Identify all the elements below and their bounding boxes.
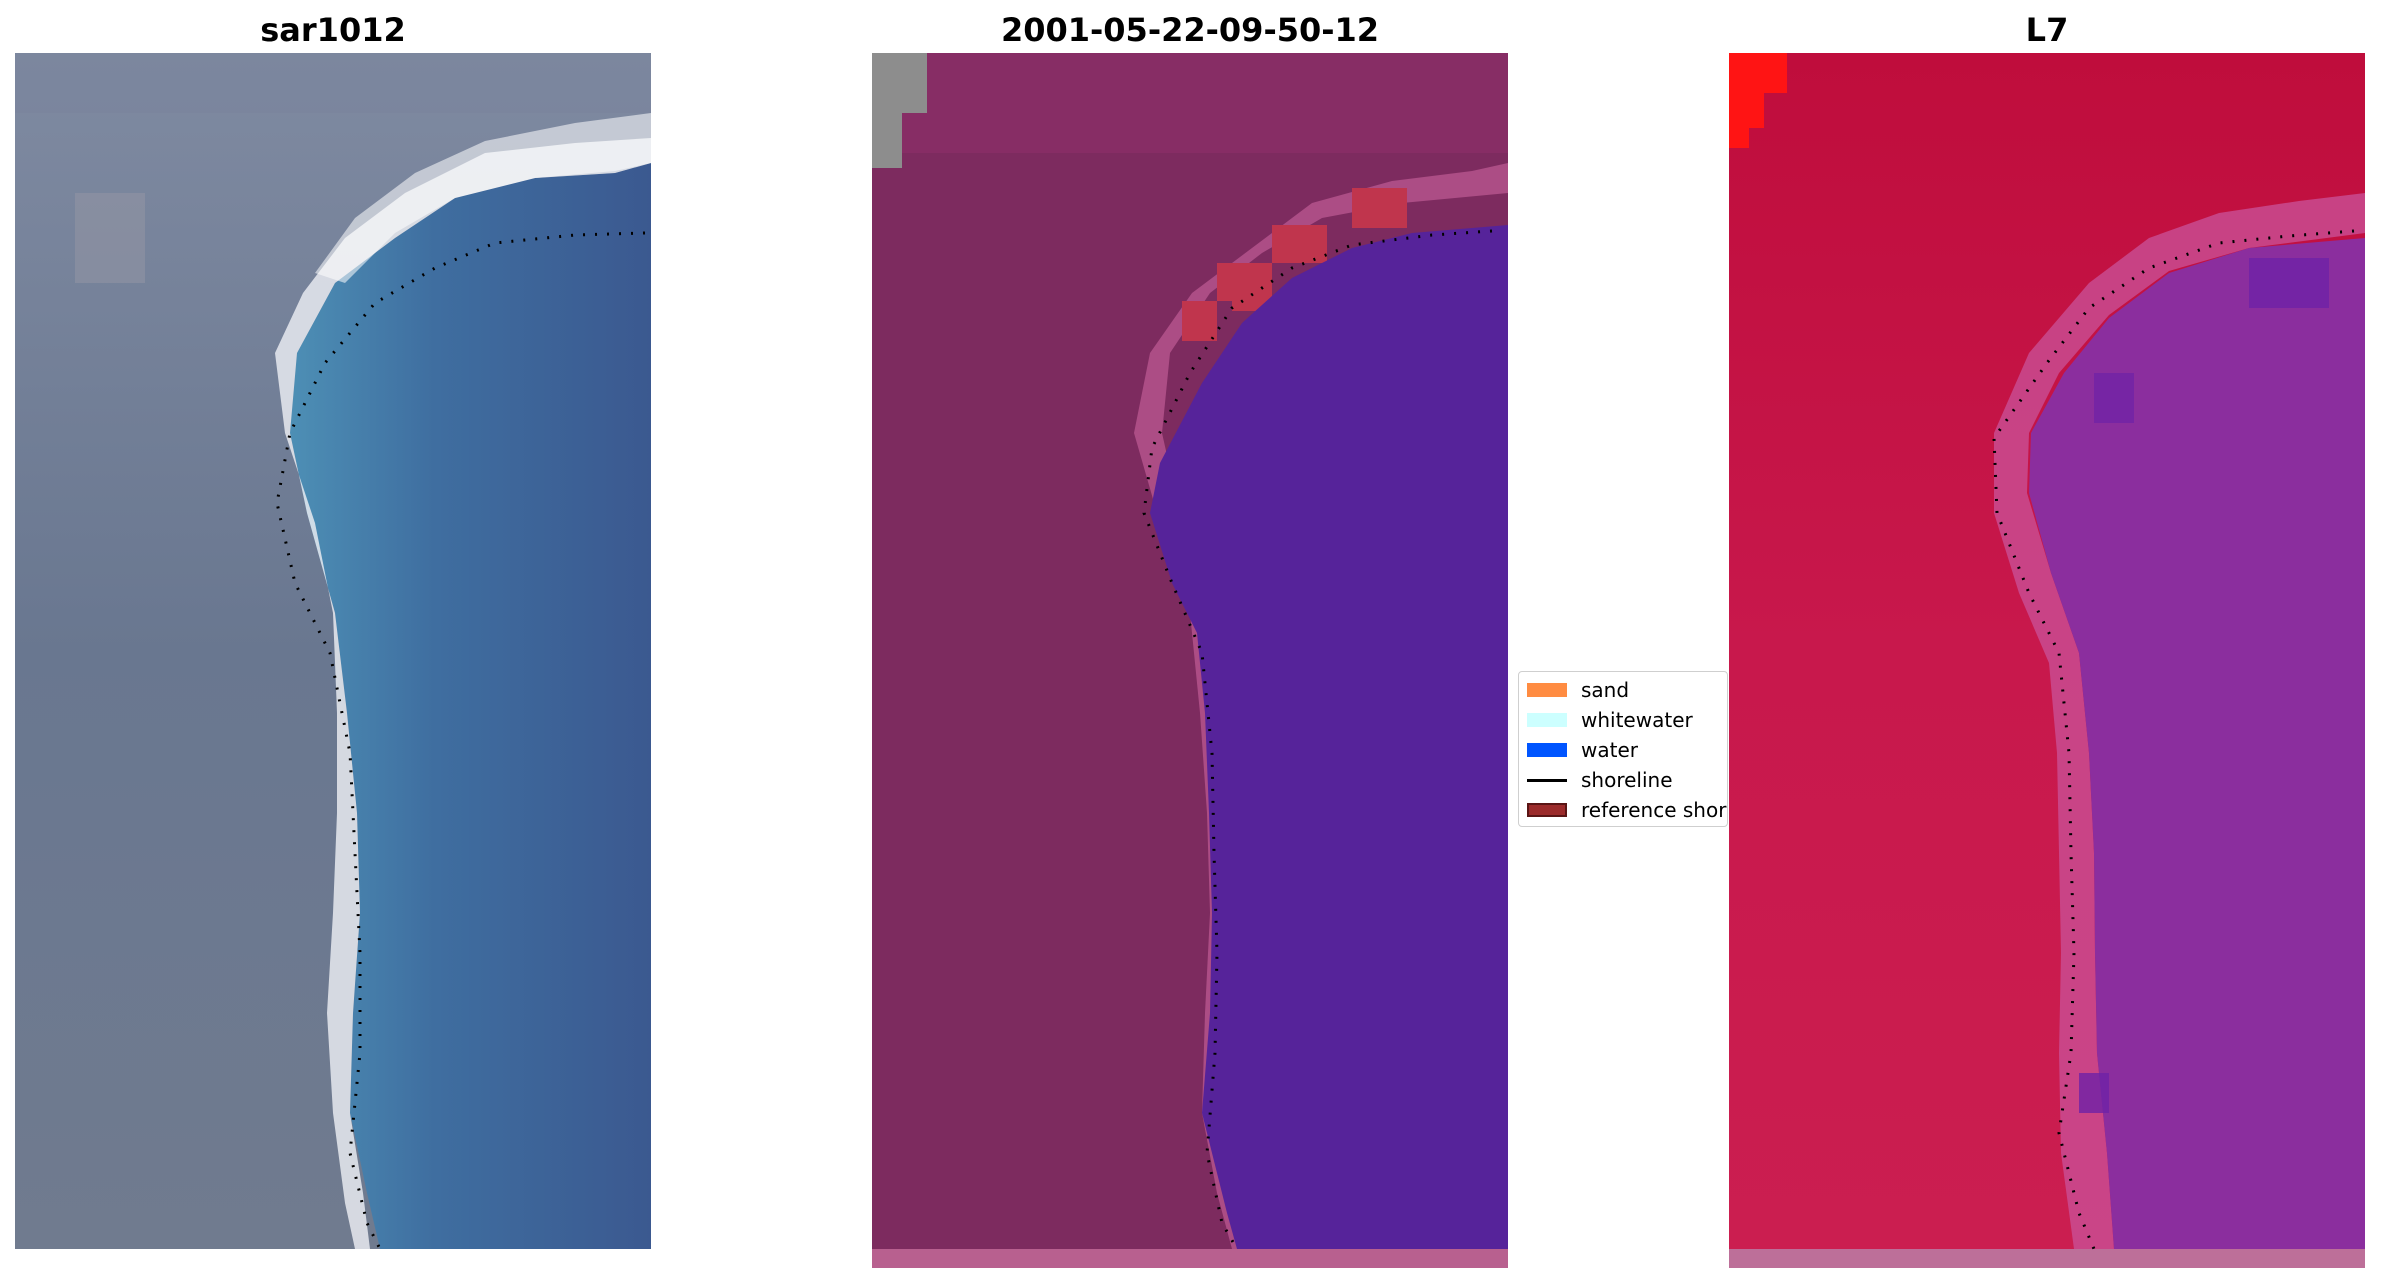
reference-shoreline-swatch [1527, 803, 1567, 817]
panel-title-l7: L7 [2025, 11, 2069, 49]
saturated-corner [1729, 128, 1749, 148]
legend-label: sand [1581, 678, 1630, 702]
legend-label: shoreline [1581, 768, 1673, 792]
l7-satellite-image [1729, 53, 2365, 1268]
shoreline-dots [275, 231, 646, 1249]
dark-water-patch [2079, 1073, 2109, 1113]
legend-item-shoreline: shoreline [1527, 768, 1673, 792]
reference-shoreline-cell [1352, 188, 1407, 228]
nodata-corner [872, 113, 902, 168]
legend-item-sand: sand [1527, 678, 1630, 702]
reference-shoreline-cell [1182, 301, 1217, 341]
bottom-strip [1729, 1249, 2365, 1268]
sand-swatch [1527, 683, 1567, 697]
legend-item-water: water [1527, 738, 1638, 762]
panel-title-classified: 2001-05-22-09-50-12 [1000, 11, 1380, 49]
water-area [1150, 225, 1508, 1249]
land-patch [15, 53, 651, 113]
bottom-strip [872, 1249, 1508, 1268]
panel-title-rgb: sar1012 [260, 11, 406, 49]
dark-water-patch [2249, 258, 2329, 308]
rgb-satellite-image [15, 53, 651, 1249]
legend: sand whitewater water shoreline referenc… [1518, 671, 1728, 827]
water-area [290, 163, 651, 1249]
whitewater-band [315, 113, 651, 283]
legend-label: reference shoreline [1581, 798, 1727, 822]
nodata-corner [872, 53, 927, 113]
saturated-corner [1729, 93, 1764, 128]
land-upper-tone [872, 53, 1508, 153]
legend-label: whitewater [1581, 708, 1693, 732]
legend-label: water [1581, 738, 1638, 762]
classified-image [872, 53, 1508, 1268]
saturated-corner [1729, 53, 1787, 93]
legend-item-reference-shoreline: reference shoreline [1527, 798, 1727, 822]
beach-band [1994, 193, 2365, 1249]
legend-item-whitewater: whitewater [1527, 708, 1693, 732]
whitewater-swatch [1527, 713, 1567, 727]
shoreline-line-swatch [1527, 778, 1567, 782]
water-area [2029, 238, 2365, 1249]
water-swatch [1527, 743, 1567, 757]
dark-water-patch [2094, 373, 2134, 423]
reference-shoreline-cell [1272, 225, 1327, 263]
land-patch [75, 193, 145, 283]
